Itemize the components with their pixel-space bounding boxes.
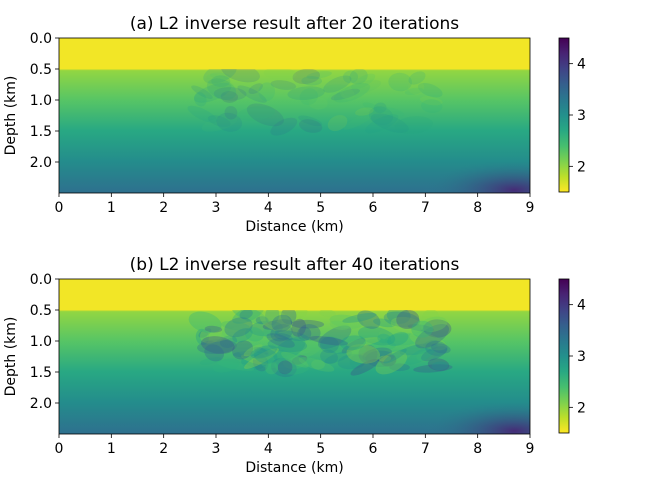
colorbar: 2 3 4 — [558, 278, 586, 434]
x-tick-label: 9 — [526, 441, 535, 457]
x-tick-label: 8 — [473, 441, 482, 457]
x-axis-label: Distance (km) — [245, 460, 343, 476]
colorbar-scale — [558, 37, 570, 193]
plot-frame — [58, 37, 531, 194]
subplot-b: 0 1 2 3 4 5 6 7 8 9 0.0 0.5 1.0 1.5 2.0 (b) L2 inverse … — [3, 255, 586, 476]
x-axis-label: Distance (km) — [245, 219, 343, 235]
y-axis-label: Depth (km) — [3, 317, 19, 397]
y-tick-label: 2.0 — [30, 396, 52, 412]
chart-title: (b) L2 inverse result after 40 iteration… — [130, 255, 460, 275]
y-tick-label: 0.5 — [30, 303, 52, 319]
x-tick-label: 7 — [421, 200, 430, 216]
x-tick-label: 4 — [264, 200, 273, 216]
x-tick-label: 1 — [107, 200, 116, 216]
x-tick-label: 3 — [212, 200, 221, 216]
x-tick-label: 5 — [316, 200, 325, 216]
colorbar-tick-label: 3 — [577, 349, 586, 365]
subplot-a: 0 1 2 3 4 5 6 7 8 9 0.0 0.5 1.0 1.5 2.0 (a) L2 inverse … — [3, 14, 586, 235]
y-tick-label: 0.0 — [30, 31, 52, 47]
y-tick-label: 1.5 — [30, 365, 52, 381]
colorbar-tick-label: 2 — [577, 159, 586, 175]
y-axis-label: Depth (km) — [3, 76, 19, 156]
x-tick-label: 1 — [107, 441, 116, 457]
x-tick-label: 2 — [159, 441, 168, 457]
x-tick-label: 7 — [421, 441, 430, 457]
y-tick-label: 2.0 — [30, 155, 52, 171]
x-tick-label: 0 — [55, 441, 64, 457]
x-tick-label: 6 — [369, 441, 378, 457]
x-tick-label: 9 — [526, 200, 535, 216]
x-tick-label: 4 — [264, 441, 273, 457]
plot-frame — [58, 278, 531, 435]
y-tick-label: 0.5 — [30, 62, 52, 78]
x-tick-label: 8 — [473, 200, 482, 216]
colorbar-scale — [558, 278, 570, 434]
colorbar: 2 3 4 — [558, 37, 586, 193]
x-tick-label: 6 — [369, 200, 378, 216]
heatmap-anomalies — [59, 279, 530, 434]
x-tick-label: 5 — [316, 441, 325, 457]
x-tick-label: 3 — [212, 441, 221, 457]
x-tick-label: 2 — [159, 200, 168, 216]
colorbar-tick-label: 3 — [577, 108, 586, 124]
colorbar-tick-label: 2 — [577, 400, 586, 416]
y-tick-label: 1.0 — [30, 93, 52, 109]
heatmap-anomalies — [59, 38, 530, 193]
y-tick-label: 1.0 — [30, 334, 52, 350]
colorbar-tick-label: 4 — [577, 57, 586, 73]
chart-title: (a) L2 inverse result after 20 iteration… — [130, 14, 459, 34]
x-tick-label: 0 — [55, 200, 64, 216]
y-tick-label: 1.5 — [30, 124, 52, 140]
colorbar-tick-label: 4 — [577, 298, 586, 314]
y-tick-label: 0.0 — [30, 272, 52, 288]
